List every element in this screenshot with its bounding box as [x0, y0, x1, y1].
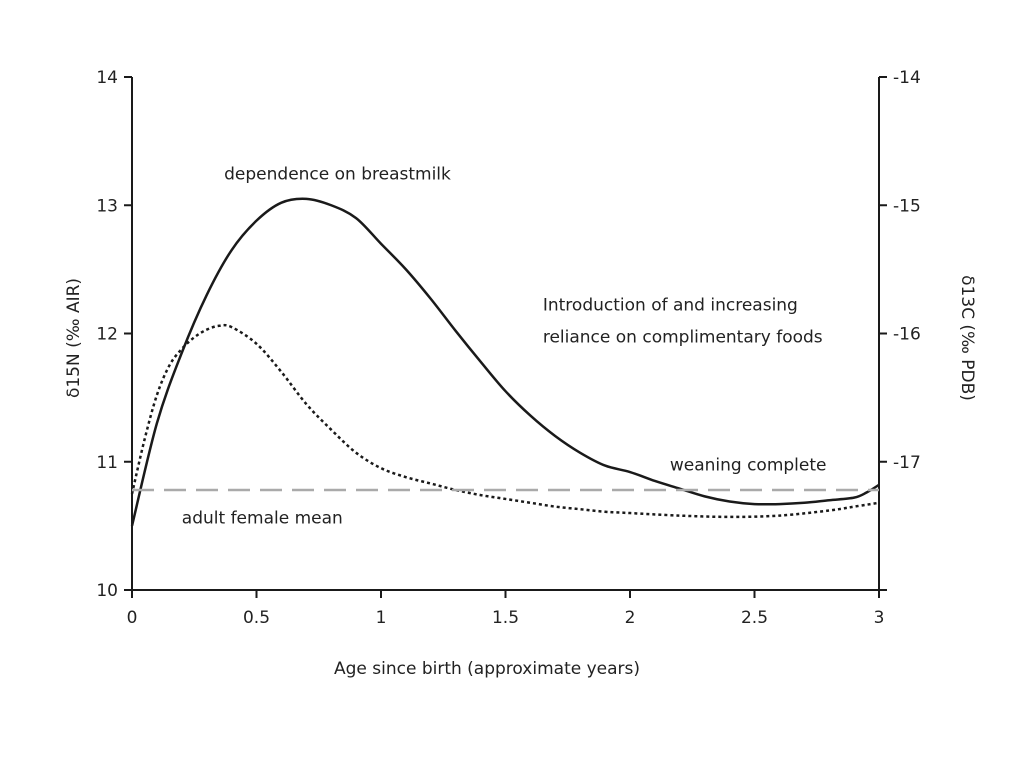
y-left-tick-label: 11 [96, 453, 118, 473]
y-left-tick-label: 13 [96, 196, 118, 216]
y-left-tick-label: 10 [96, 581, 118, 601]
series-solid-line [130, 197, 880, 527]
annotation-label: adult female mean [182, 508, 343, 528]
y-right-tick-label: -16 [893, 325, 921, 345]
y-left-tick-label: 12 [96, 325, 118, 345]
y-left-tick-label: 14 [96, 68, 118, 88]
x-tick-label: 0.5 [243, 608, 270, 628]
annotation-label: weaning complete [670, 456, 827, 476]
series-group [130, 197, 880, 527]
x-tick-label: 0 [127, 608, 138, 628]
x-tick-label: 2.5 [741, 608, 768, 628]
x-tick-label: 2 [625, 608, 636, 628]
series-dotted-line [130, 323, 880, 519]
x-tick-label: 1 [376, 608, 387, 628]
annotation-label: Introduction of and increasing [543, 295, 798, 315]
y-right-tick-label: -14 [893, 68, 921, 88]
ticks: 0 0.5 1 1.5 2 2.5 3 10 11 12 13 14 -17 -16 -15 -14 [96, 68, 920, 628]
x-axis-label: Age since birth (approximate years) [334, 659, 640, 679]
x-tick-label: 3 [874, 608, 885, 628]
y-right-tick-label: -17 [893, 453, 921, 473]
annotation-label: dependence on breastmilk [224, 165, 451, 185]
y-axis-left-label: δ15N (‰ AIR) [64, 278, 84, 398]
y-axis-right-label: δ13C (‰ PDB) [957, 275, 977, 401]
annotations: dependence on breastmilk Introduction of … [182, 165, 827, 529]
x-tick-label: 1.5 [492, 608, 519, 628]
y-right-tick-label: -15 [893, 196, 921, 216]
annotation-label: reliance on complimentary foods [543, 327, 823, 347]
